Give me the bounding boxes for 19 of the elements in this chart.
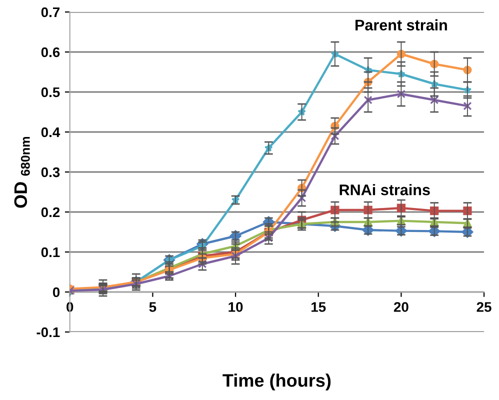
y-tick-label: 0.5 <box>41 87 60 98</box>
x-tick-label: 10 <box>228 302 243 312</box>
y-tick-label: -0.1 <box>36 327 60 338</box>
x-tick-label: 5 <box>149 302 156 312</box>
annotation: RNAi strains <box>340 184 430 196</box>
annotation: Parent strain <box>356 19 447 30</box>
y-tick-label: 0.1 <box>41 247 60 258</box>
y-tick-label: 0.4 <box>41 127 60 138</box>
x-tick-label: 25 <box>476 302 492 312</box>
y-tick-label: 0.2 <box>41 207 60 218</box>
y-tick-label: 0.6 <box>41 47 60 58</box>
y-axis-title: OD $_{680nm}$ <box>14 136 30 208</box>
x-tick-label: 15 <box>312 302 326 312</box>
x-tick-label: 0 <box>66 302 74 312</box>
y-tick-label: 0.3 <box>41 167 60 178</box>
x-axis-title: Time (hours) <box>222 374 331 390</box>
y-tick-label: 0 <box>52 287 60 298</box>
y-tick-label: 0.7 <box>41 7 60 18</box>
x-tick-label: 20 <box>394 302 408 312</box>
